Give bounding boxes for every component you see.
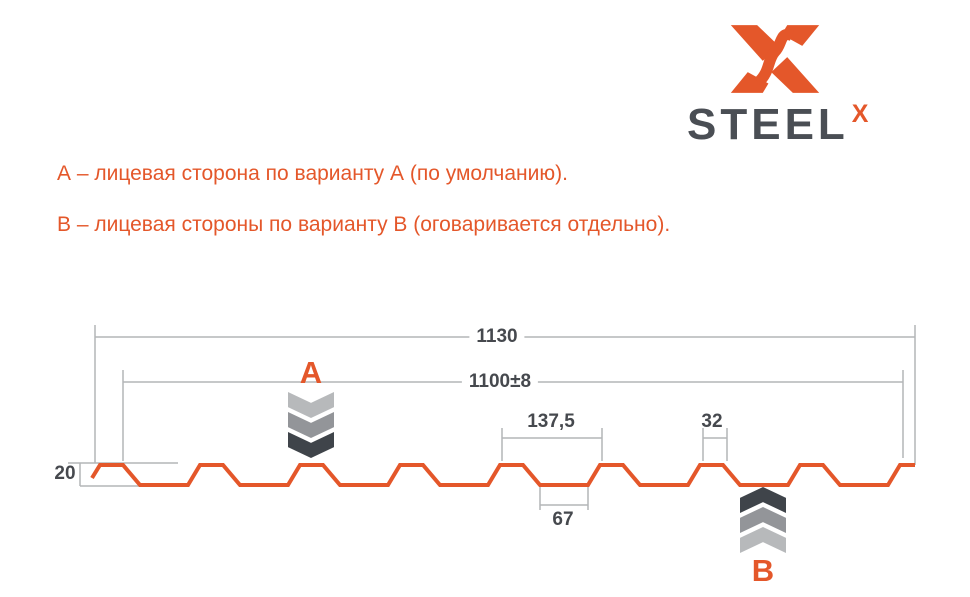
note-variant-a: А – лицевая сторона по варианту А (по ум…	[57, 162, 568, 185]
side-b-label: B	[751, 553, 775, 588]
steelx-logo-icon	[730, 25, 820, 93]
dim-value-working-width: 1100±8	[461, 372, 539, 392]
note-variant-b: В – лицевая стороны по варианту В (огова…	[57, 213, 671, 236]
logo-brand-text: STEEL	[687, 100, 849, 149]
chevron-down-icon	[288, 392, 334, 418]
logo-wordmark: STEEL X	[687, 100, 869, 149]
chevron-up-icon	[740, 527, 786, 553]
dim-value-rib-pitch: 137,5	[527, 411, 575, 432]
dim-value-rib-top: 32	[701, 411, 723, 432]
side-a-label: A	[299, 355, 323, 390]
dim-value-total-width: 1130	[469, 327, 525, 347]
side-a-marker: A	[288, 357, 334, 458]
sheet-profile-outline	[90, 463, 915, 487]
dim-value-rib-bottom: 67	[552, 509, 574, 530]
logo-brand-sup-x: X	[851, 100, 869, 128]
dim-value-profile-height: 20	[54, 463, 76, 484]
side-b-marker: B	[740, 487, 786, 586]
